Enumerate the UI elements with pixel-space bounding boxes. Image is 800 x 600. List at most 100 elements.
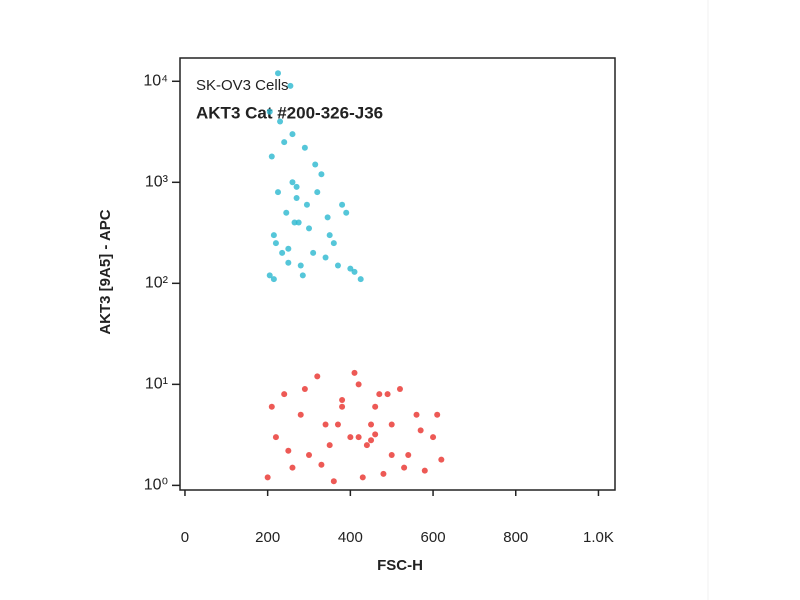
x-axis-label: FSC-H — [377, 557, 423, 574]
data-point — [270, 276, 277, 283]
data-point — [297, 262, 304, 269]
data-point — [289, 131, 296, 138]
data-point — [380, 470, 387, 477]
data-point — [324, 214, 331, 221]
data-point — [372, 431, 379, 438]
data-point — [281, 139, 288, 146]
data-point — [306, 451, 313, 458]
data-point — [357, 276, 364, 283]
data-point — [285, 447, 292, 454]
data-point — [434, 411, 441, 418]
data-point — [368, 421, 375, 428]
x-tick-label: 0 — [181, 529, 189, 546]
data-point — [339, 397, 346, 404]
data-point — [285, 259, 292, 266]
data-point — [293, 183, 300, 190]
data-point — [359, 474, 366, 481]
data-point — [272, 240, 279, 247]
data-point — [289, 179, 296, 186]
x-tick-label: 600 — [421, 529, 446, 546]
data-point — [401, 464, 408, 471]
data-point — [268, 403, 275, 410]
y-tick-label: 10³ — [145, 174, 169, 191]
data-point — [330, 240, 337, 247]
data-point — [334, 421, 341, 428]
data-point — [396, 385, 403, 392]
data-point — [274, 189, 281, 196]
y-tick-label: 10² — [145, 275, 169, 292]
data-point — [347, 434, 354, 441]
data-point — [297, 411, 304, 418]
data-point — [405, 451, 412, 458]
data-point — [339, 403, 346, 410]
data-point — [368, 437, 375, 444]
data-point — [301, 144, 308, 151]
data-point — [279, 249, 286, 256]
data-point — [299, 272, 306, 279]
data-point — [303, 201, 310, 208]
data-point — [388, 451, 395, 458]
data-point — [266, 272, 273, 279]
data-point — [293, 194, 300, 201]
data-point — [289, 464, 296, 471]
data-point — [355, 381, 362, 388]
x-tick-label: 800 — [503, 529, 528, 546]
data-point — [268, 153, 275, 160]
data-point — [347, 265, 354, 272]
data-point — [322, 421, 329, 428]
data-point — [355, 434, 362, 441]
plot-frame — [179, 57, 616, 491]
y-tick-label: 10⁰ — [144, 477, 168, 494]
data-point — [421, 467, 428, 474]
data-point — [314, 189, 321, 196]
annotation: SK-OV3 Cells — [196, 77, 289, 94]
data-point — [334, 262, 341, 269]
data-point — [274, 70, 281, 77]
data-point — [438, 456, 445, 463]
data-point — [270, 232, 277, 239]
data-point — [264, 474, 271, 481]
data-point — [301, 385, 308, 392]
data-point — [314, 373, 321, 380]
y-tick-label: 10⁴ — [143, 72, 168, 89]
data-point — [330, 478, 337, 485]
x-tick-label: 200 — [255, 529, 280, 546]
data-point — [322, 254, 329, 261]
data-point — [430, 434, 437, 441]
data-point — [306, 225, 313, 232]
annotation: AKT3 Cat #200-326-J36 — [196, 103, 383, 122]
data-point — [384, 391, 391, 398]
data-point — [339, 201, 346, 208]
data-point — [372, 403, 379, 410]
data-point — [281, 391, 288, 398]
data-point — [343, 209, 350, 216]
data-point — [285, 245, 292, 252]
data-point — [310, 249, 317, 256]
data-point — [312, 161, 319, 168]
data-point — [318, 171, 325, 178]
data-point — [376, 391, 383, 398]
data-point — [287, 82, 294, 89]
data-point — [272, 434, 279, 441]
x-tick-label: 1.0K — [583, 529, 614, 546]
data-point — [295, 219, 302, 226]
data-point — [291, 219, 298, 226]
data-point — [413, 411, 420, 418]
data-point — [266, 108, 273, 115]
data-point — [417, 427, 424, 434]
data-point — [351, 369, 358, 376]
data-point — [351, 268, 358, 275]
x-tick-label: 400 — [338, 529, 363, 546]
data-point — [326, 232, 333, 239]
data-point — [388, 421, 395, 428]
data-point — [277, 118, 284, 125]
data-point — [326, 442, 333, 449]
data-point — [318, 461, 325, 468]
data-point — [363, 442, 370, 449]
data-point — [283, 209, 290, 216]
y-tick-label: 10¹ — [145, 376, 168, 393]
y-axis-label: AKT3 [9A5] - APC — [97, 209, 114, 334]
